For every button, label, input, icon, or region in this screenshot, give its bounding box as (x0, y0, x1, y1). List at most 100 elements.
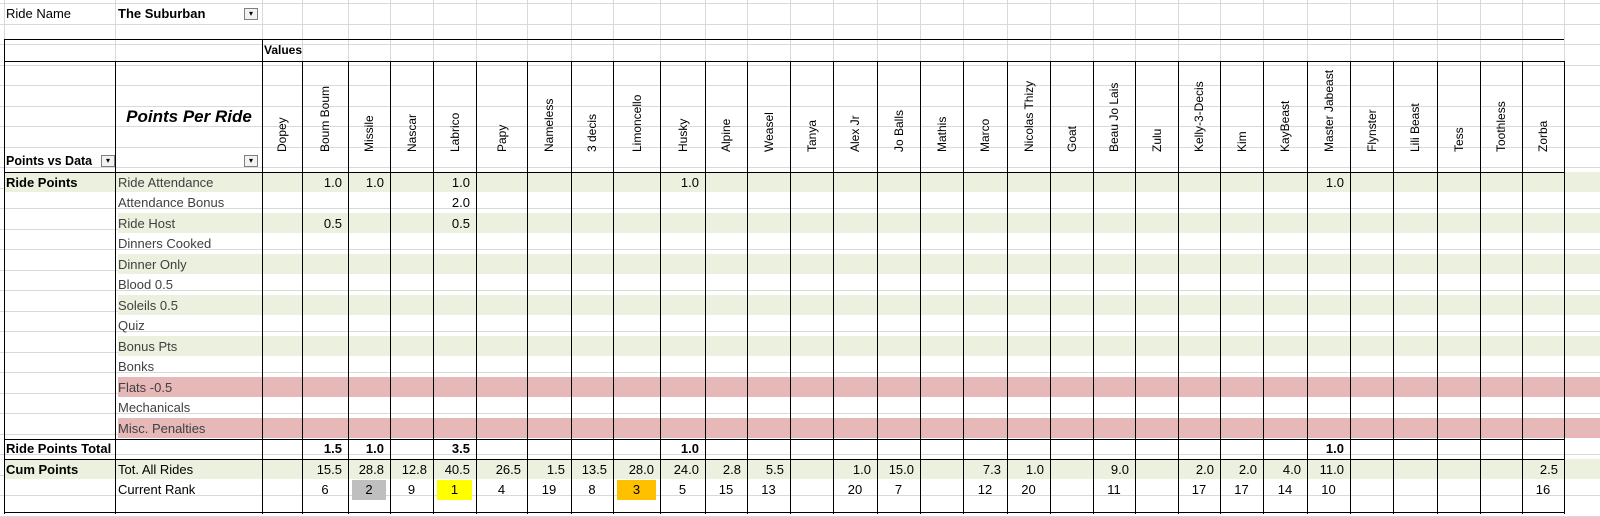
total-cell[interactable]: 3.5 (451, 441, 470, 456)
gridline (0, 105, 1600, 107)
rank-cell[interactable]: 11 (1107, 482, 1121, 497)
cum-total-cell[interactable]: 15.5 (316, 461, 342, 477)
rank-cell[interactable]: 1 (437, 480, 472, 500)
cum-total-cell[interactable]: 40.5 (444, 461, 470, 477)
row-label: Bonus Pts (118, 338, 178, 354)
rider-header[interactable]: Mathis (920, 62, 963, 170)
cum-total-cell[interactable]: 2.5 (1539, 461, 1558, 477)
cum-total-cell[interactable]: 12.8 (401, 461, 427, 477)
cum-total-cell[interactable]: 4.0 (1282, 461, 1301, 477)
row-header-points-vs-data: Points vs Data (6, 154, 93, 168)
rank-cell[interactable]: 15 (718, 482, 734, 497)
cum-total-cell[interactable]: 2.8 (722, 461, 741, 477)
cum-total-cell[interactable]: 7.3 (982, 461, 1001, 477)
rider-header[interactable]: Nicolas Thizy (1007, 62, 1050, 170)
rider-header[interactable]: Husky (660, 62, 705, 170)
table-border (302, 61, 303, 514)
rank-cell[interactable]: 17 (1191, 482, 1207, 497)
gridline (0, 3, 1600, 4)
rank-cell[interactable]: 14 (1277, 482, 1293, 497)
table-border (348, 61, 349, 514)
rider-header[interactable]: Zulu (1135, 62, 1178, 170)
cum-total-cell[interactable]: 24.0 (673, 461, 699, 477)
rider-header[interactable]: Marco (963, 62, 1007, 170)
cum-total-cell[interactable]: 15.0 (888, 461, 914, 477)
cum-total-cell[interactable]: 28.0 (628, 461, 654, 477)
rank-cell[interactable]: 10 (1321, 482, 1336, 497)
cum-total-cell[interactable]: 1.0 (852, 461, 871, 477)
cum-total-cell[interactable]: 11.0 (1319, 461, 1344, 477)
rider-header[interactable]: Nascar (390, 62, 433, 170)
filter-value[interactable]: The Suburban (118, 6, 206, 21)
rider-header[interactable]: Boum Boum (302, 62, 348, 170)
points-per-ride-filter-icon[interactable]: ▾ (244, 155, 258, 167)
rider-header[interactable]: Kim (1220, 62, 1263, 170)
rider-header[interactable]: Alpine (705, 62, 747, 170)
rider-header[interactable]: Alex Jr (833, 62, 877, 170)
cum-total-cell[interactable]: 9.0 (1110, 461, 1129, 477)
value-cell[interactable]: 0.5 (451, 215, 470, 231)
rank-cell[interactable]: 12 (977, 482, 993, 497)
points-vs-data-filter-icon[interactable]: ▾ (101, 155, 115, 167)
rider-header-label: Missile (362, 115, 376, 152)
value-cell[interactable]: 1.0 (1325, 174, 1344, 190)
rank-cell[interactable]: 3 (617, 480, 656, 500)
total-cell[interactable]: 1.0 (365, 441, 384, 456)
rider-header[interactable]: KayBeast (1263, 62, 1307, 170)
rank-cell[interactable]: 4 (497, 482, 506, 497)
rider-header[interactable]: Lili Beast (1393, 62, 1437, 170)
rider-header[interactable]: Beau Jo Lais (1093, 62, 1135, 170)
value-cell[interactable]: 1.0 (451, 174, 470, 190)
rank-cell[interactable]: 6 (321, 482, 329, 497)
rider-header[interactable]: Toothless (1480, 62, 1522, 170)
rider-header[interactable]: Missile (348, 62, 390, 170)
rider-header-label: Master Jabeast (1321, 69, 1336, 152)
rank-cell[interactable]: 13 (761, 482, 776, 497)
gridline (0, 23, 1600, 25)
value-cell[interactable]: 1.0 (365, 174, 384, 190)
rider-header[interactable]: Nameless (527, 62, 571, 170)
rank-cell[interactable]: 19 (541, 482, 557, 497)
rank-cell[interactable]: 9 (407, 482, 416, 497)
cum-total-cell[interactable]: 5.5 (765, 461, 784, 477)
total-cell[interactable]: 1.0 (1325, 441, 1344, 456)
cum-total-cell[interactable]: 26.5 (495, 461, 521, 477)
rider-header[interactable]: Dopey (262, 62, 302, 170)
rank-cell[interactable]: 17 (1234, 482, 1249, 497)
cum-total-cell[interactable]: 1.0 (1025, 461, 1044, 477)
cum-total-cell[interactable]: 1.5 (546, 461, 565, 477)
value-cell[interactable]: 1.0 (680, 174, 699, 190)
rider-header[interactable]: Labrico (433, 62, 476, 170)
table-border (1093, 61, 1094, 514)
rider-header[interactable]: Tess (1437, 62, 1480, 170)
rider-header[interactable]: Limoncello (613, 62, 660, 170)
group-label-ride-points-total: Ride Points Total (6, 441, 112, 456)
rider-header[interactable]: Weasel (747, 62, 790, 170)
value-cell[interactable]: 1.0 (323, 174, 342, 190)
cum-total-cell[interactable]: 2.0 (1238, 461, 1257, 477)
total-cell[interactable]: 1.0 (680, 441, 699, 456)
rank-cell[interactable]: 20 (1021, 482, 1036, 497)
cum-total-cell[interactable]: 28.8 (358, 461, 384, 477)
total-cell[interactable]: 1.5 (323, 441, 342, 456)
rider-header[interactable]: Kelly-3-Decis (1178, 62, 1220, 170)
rider-header[interactable]: Jo Balls (877, 62, 920, 170)
rider-header[interactable]: Zorba (1522, 62, 1564, 170)
rider-header[interactable]: Tanya (790, 62, 833, 170)
rank-cell[interactable]: 20 (847, 482, 863, 497)
rank-cell[interactable]: 7 (894, 482, 903, 497)
rider-header[interactable]: 3 decis (571, 62, 613, 170)
filter-dropdown-icon[interactable]: ▾ (244, 8, 258, 20)
rank-cell[interactable]: 2 (352, 480, 386, 500)
value-cell[interactable]: 0.5 (323, 215, 342, 231)
value-cell[interactable]: 2.0 (451, 195, 470, 210)
cum-total-cell[interactable]: 2.0 (1195, 461, 1214, 477)
rider-header[interactable]: Flynster (1350, 62, 1393, 170)
rider-header[interactable]: Master Jabeast (1307, 62, 1350, 170)
rider-header[interactable]: Papy (476, 62, 527, 170)
rank-cell[interactable]: 5 (678, 482, 687, 497)
rank-cell[interactable]: 8 (588, 482, 596, 497)
rank-cell[interactable]: 16 (1535, 482, 1551, 497)
cum-total-cell[interactable]: 13.5 (581, 461, 607, 477)
rider-header[interactable]: Goat (1050, 62, 1093, 170)
